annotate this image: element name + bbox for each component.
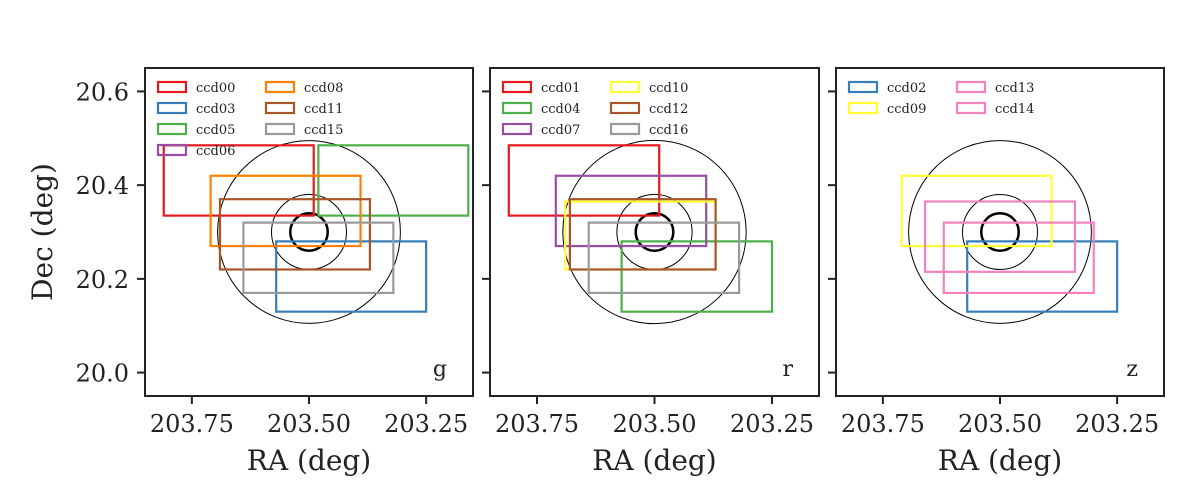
circle-2 (962, 194, 1038, 270)
circle-2 (616, 193, 693, 271)
legend-swatch-ccd08 (264, 80, 296, 94)
ccd-footprint-ccd09 (900, 174, 1053, 248)
panels-layer: 203.75 203.50 203.25 20.0 20.2 20.4 20.6 RA (de… (76, 67, 1165, 477)
legend-label-ccd05: ccd05 (196, 123, 235, 138)
x-tick-label-z-1: 203.50 (958, 410, 1042, 438)
ccd-footprint-ccd00 (162, 144, 315, 217)
y-tick-label-3: 20.6 (76, 78, 129, 106)
legend-label-ccd08: ccd08 (304, 81, 343, 96)
legend-swatch-ccd14 (955, 101, 987, 115)
x-axis-label-z: RA (deg) (938, 444, 1062, 477)
legend-label-ccd11: ccd11 (304, 102, 343, 117)
ccd-footprint-ccd05 (317, 144, 470, 217)
band-label-z: z (1126, 357, 1138, 382)
axes-frame-z (835, 67, 1165, 397)
circle-2 (271, 194, 347, 270)
ccd-footprint-ccd16 (587, 221, 741, 295)
ccd-footprint-ccd04 (620, 240, 774, 313)
x-axis-label-g: RA (deg) (247, 444, 371, 477)
legend-swatch-ccd06 (156, 143, 188, 157)
legend-label-ccd16: ccd16 (649, 123, 688, 138)
legend-label-ccd06: ccd06 (196, 144, 235, 159)
ccd-footprint-ccd11 (218, 198, 372, 271)
legend-swatch-ccd11 (264, 101, 296, 115)
ccd-footprint-ccd15 (242, 221, 395, 295)
y-tick-label-0: 20.0 (76, 360, 129, 388)
circle-3 (217, 140, 401, 324)
legend-label-ccd07: ccd07 (541, 123, 580, 138)
legend-label-ccd10: ccd10 (649, 81, 688, 96)
ccd-footprint-ccd14 (942, 221, 1095, 295)
panel-g: 203.75 203.50 203.25 20.0 20.2 20.4 20.6 RA (de… (76, 67, 474, 477)
panel-z: 203.75 203.50 203.25 RA (deg) z ccd02 ccd09 ccd… (828, 67, 1165, 477)
legend-label-ccd04: ccd04 (541, 102, 580, 117)
x-tick-label-r-2: 203.25 (730, 410, 814, 438)
x-tick-label-r-1: 203.50 (613, 410, 697, 438)
legend-label-ccd02: ccd02 (887, 81, 926, 96)
plot-area-r (507, 139, 774, 325)
x-tick-label-z-0: 203.75 (841, 410, 925, 438)
y-tick-label-1: 20.2 (76, 266, 129, 294)
legend-swatch-ccd05 (156, 122, 188, 136)
circle-1 (634, 211, 675, 253)
plot-area-g (162, 140, 470, 324)
ccd-footprint-ccd03 (275, 240, 428, 313)
ccd-footprint-ccd08 (209, 174, 362, 248)
ccd-footprint-ccd07 (554, 174, 708, 248)
axes-frame-g (144, 67, 474, 397)
legend-label-ccd15: ccd15 (304, 123, 343, 138)
x-tick-label-g-1: 203.50 (267, 410, 351, 438)
legend-swatch-ccd12 (609, 101, 641, 115)
legend-swatch-ccd16 (609, 122, 641, 136)
legend-swatch-ccd07 (501, 122, 533, 136)
legend-label-ccd01: ccd01 (541, 81, 580, 96)
legend-swatch-ccd02 (847, 80, 879, 94)
circle-3 (562, 139, 747, 325)
plot-area-z (900, 140, 1119, 324)
legend-label-ccd12: ccd12 (649, 102, 688, 117)
x-tick-label-z-2: 203.25 (1075, 410, 1159, 438)
legend-swatch-ccd10 (609, 80, 641, 94)
ccd-footprint-ccd12 (568, 198, 717, 271)
legend-swatch-ccd13 (955, 80, 987, 94)
legend-swatch-ccd00 (156, 80, 188, 94)
y-axis-label: Dec (deg) (26, 163, 59, 301)
circle-1 (289, 212, 329, 252)
x-tick-label-r-0: 203.75 (495, 410, 579, 438)
legend-label-ccd14: ccd14 (995, 102, 1034, 117)
legend-swatch-ccd04 (501, 101, 533, 115)
legend-swatch-ccd01 (501, 80, 533, 94)
legend-label-ccd09: ccd09 (887, 102, 926, 117)
circle-3 (908, 140, 1092, 324)
y-tick-label-2: 20.4 (76, 172, 129, 200)
ccd-footprint-ccd02 (966, 240, 1119, 313)
legend-swatch-ccd15 (264, 122, 296, 136)
legend-swatch-ccd03 (156, 101, 188, 115)
x-tick-label-g-2: 203.25 (384, 410, 468, 438)
x-tick-label-g-0: 203.75 (150, 410, 234, 438)
ccd-footprint-ccd01 (507, 144, 661, 217)
x-axis-label-r: RA (deg) (592, 444, 716, 477)
ccd-footprint-ccd13 (923, 200, 1077, 273)
circle-1 (980, 212, 1020, 252)
legend-swatch-ccd09 (847, 101, 879, 115)
axes-frame-r (489, 67, 820, 397)
legend-label-ccd03: ccd03 (196, 102, 235, 117)
legend-label-ccd13: ccd13 (995, 81, 1034, 96)
band-label-g: g (433, 357, 447, 382)
legend-label-ccd00: ccd00 (196, 81, 235, 96)
panel-r: 203.75 203.50 203.25 RA (deg) r ccd01 ccd04 ccd… (482, 67, 820, 477)
band-label-r: r (782, 357, 793, 382)
